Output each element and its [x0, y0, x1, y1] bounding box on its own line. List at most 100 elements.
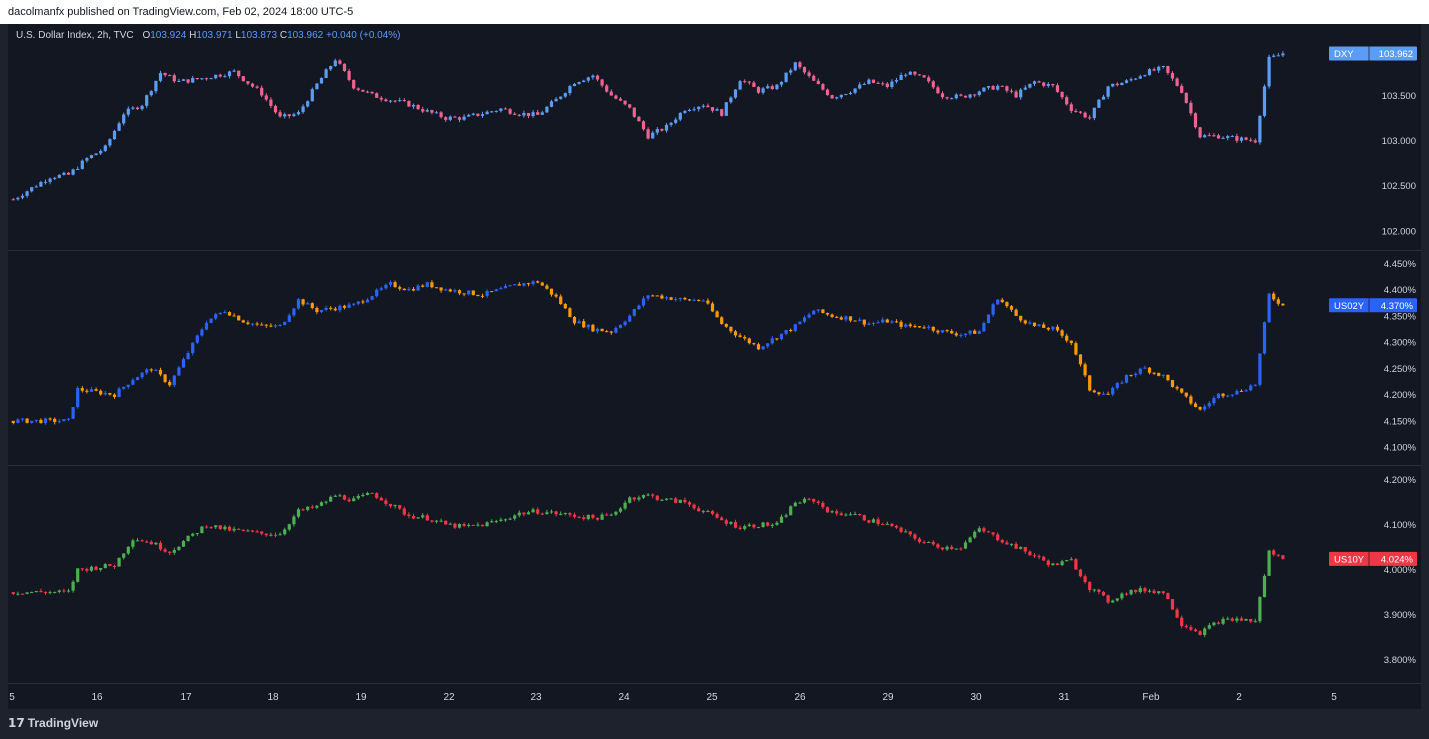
candle-body — [379, 288, 383, 290]
candle-body — [411, 104, 416, 107]
candle-body — [1097, 99, 1101, 108]
candle-body — [1203, 406, 1207, 410]
candle-body — [191, 342, 195, 354]
candle-body — [485, 522, 489, 527]
candle-body — [287, 315, 291, 322]
candle-body — [996, 299, 1000, 305]
candle-body — [457, 290, 462, 294]
candle-body — [982, 87, 986, 92]
candle-body — [439, 112, 443, 118]
candle-body — [1092, 107, 1096, 119]
last-price-badge — [1329, 46, 1417, 61]
candle-body — [697, 106, 701, 110]
candle-body — [1060, 91, 1064, 98]
candle-body — [218, 312, 222, 315]
candle-body — [664, 297, 669, 299]
candle-body — [338, 495, 342, 497]
candle-body — [1198, 406, 1202, 410]
candle-body — [513, 113, 517, 115]
candle-body — [770, 524, 774, 526]
candle-body — [421, 285, 425, 287]
candle-body — [853, 320, 857, 322]
candle-body — [582, 517, 586, 519]
candle-body — [227, 312, 232, 316]
candle-body — [407, 514, 411, 517]
candle-body — [733, 89, 738, 98]
candle-body — [839, 513, 843, 516]
candle-body — [421, 109, 425, 112]
candle-body — [1097, 589, 1101, 593]
candle-body — [434, 287, 439, 289]
candle-body — [858, 319, 862, 321]
candle-body — [605, 514, 609, 516]
candle-body — [1088, 582, 1092, 590]
candle-body — [1253, 621, 1257, 623]
candle-body — [209, 78, 213, 80]
candle-body — [499, 108, 503, 111]
chart-canvas[interactable]: 103.500 103.000 102.500 102.000 DXY 103.962 4.… — [8, 24, 1421, 709]
candle-body — [71, 581, 75, 591]
candle-body — [407, 100, 411, 107]
candle-body — [600, 79, 604, 86]
candle-body — [310, 89, 314, 102]
chart-area[interactable]: 103.500 103.000 102.500 102.000 DXY 103.962 4.… — [8, 24, 1421, 709]
candle-body — [825, 507, 830, 513]
tradingview-logo[interactable]: 17 TradingView — [8, 716, 98, 730]
candle-body — [1276, 299, 1280, 304]
candle-body — [687, 109, 692, 111]
candle-body — [526, 512, 531, 515]
candle-body — [563, 93, 567, 97]
candle-body — [1019, 315, 1023, 321]
candle-body — [76, 388, 80, 408]
candle-body — [122, 553, 126, 558]
candle-body — [862, 319, 866, 325]
candle-body — [1244, 390, 1248, 392]
candle-body — [655, 495, 659, 500]
candle-body — [324, 69, 328, 78]
candle-body — [204, 322, 209, 330]
candle-body — [1115, 598, 1119, 601]
candle-body — [812, 499, 816, 502]
candle-body — [1134, 78, 1138, 80]
candle-body — [715, 311, 719, 318]
candle-body — [448, 289, 452, 292]
candle-body — [1143, 367, 1147, 369]
candle-body — [503, 108, 508, 110]
candle-body — [890, 523, 894, 526]
candle-body — [34, 591, 38, 593]
candle-body — [76, 168, 80, 170]
candle-body — [1184, 392, 1188, 397]
candle-body — [536, 112, 540, 115]
last-price-badge — [1329, 551, 1417, 566]
candle-body — [255, 531, 259, 533]
candle-body — [678, 112, 682, 120]
candle-body — [789, 330, 793, 332]
candle-body — [586, 514, 590, 519]
publish-header: dacolmanfx published on TradingView.com,… — [0, 0, 1429, 24]
candle-body — [641, 495, 646, 498]
candle-body — [1230, 618, 1234, 621]
candle-body — [936, 544, 940, 548]
candle-body — [1157, 591, 1161, 594]
candle-body — [1272, 293, 1276, 300]
candle-body — [839, 317, 843, 320]
candle-body — [655, 129, 659, 133]
candle-body — [899, 527, 903, 532]
candle-body — [1101, 96, 1106, 100]
candle-body — [43, 418, 48, 424]
chart-legend: U.S. Dollar Index, 2h, TVC O103.924 H103… — [16, 30, 401, 41]
candle-body — [172, 549, 176, 553]
candle-body — [200, 526, 204, 534]
candle-body — [1161, 66, 1165, 68]
candle-body — [1170, 380, 1175, 387]
candle-body — [1042, 556, 1046, 561]
candle-body — [1111, 83, 1115, 87]
candle-body — [1152, 372, 1156, 374]
candle-body — [973, 330, 977, 334]
candle-body — [812, 75, 816, 81]
candle-body — [1226, 395, 1230, 397]
candle-body — [931, 326, 935, 331]
candle-body — [503, 285, 508, 289]
candle-body — [881, 83, 885, 85]
candle-body — [365, 91, 370, 93]
